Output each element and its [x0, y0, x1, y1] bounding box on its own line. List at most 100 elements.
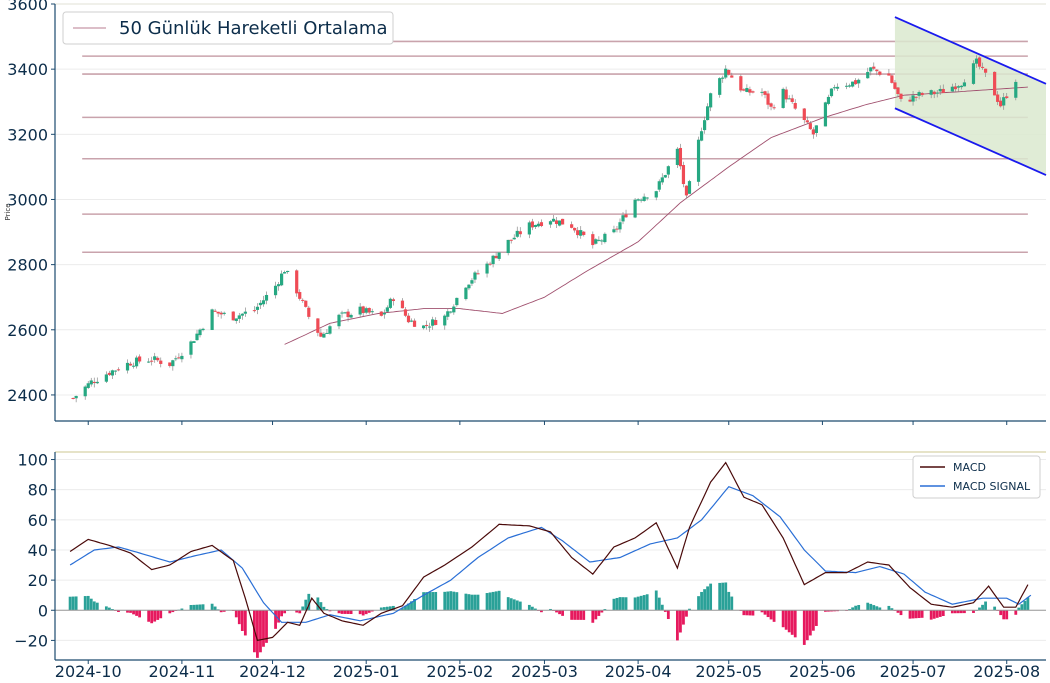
histogram-bar-negative	[769, 610, 773, 620]
candle-up	[621, 215, 625, 222]
candle-down	[899, 93, 903, 99]
candle-down	[518, 231, 522, 235]
histogram-bar-negative	[956, 610, 960, 614]
candle-up	[929, 90, 933, 95]
candle-down	[854, 80, 858, 85]
candle-up	[422, 325, 426, 329]
histogram-bar-negative	[274, 610, 277, 629]
histogram-bar-negative	[147, 610, 151, 622]
histogram-bar-negative	[237, 610, 241, 625]
histogram-bar-positive	[872, 605, 876, 611]
histogram-bar-positive	[388, 606, 392, 611]
histogram-bar-negative	[963, 610, 966, 614]
candle-up	[848, 85, 852, 87]
histogram-bar-positive	[467, 594, 471, 611]
histogram-bar-positive	[488, 592, 492, 611]
histogram-bar-negative	[222, 610, 226, 612]
macd-y-tick-label: 80	[28, 481, 48, 500]
histogram-bar-positive	[624, 597, 628, 611]
candle-up	[699, 131, 704, 141]
candle-up	[255, 306, 260, 310]
histogram-bar-positive	[422, 592, 426, 611]
candle-down	[615, 228, 619, 230]
candle-down	[177, 357, 181, 359]
candle-up	[473, 272, 477, 280]
histogram-bar-positive	[195, 604, 199, 611]
channel-lower-line	[894, 107, 1047, 176]
candle-down	[983, 68, 988, 73]
x-tick-label: 2025-04	[605, 662, 672, 681]
histogram-bar-positive	[639, 595, 643, 611]
histogram-bar-negative	[579, 610, 583, 620]
candle-up	[273, 285, 278, 296]
price-y-tick-label: 2800	[7, 256, 48, 275]
histogram-bar-negative	[150, 610, 154, 624]
candle-up	[74, 395, 78, 399]
histogram-bar-positive	[319, 602, 323, 611]
candle-up	[382, 312, 386, 315]
candle-up	[258, 302, 263, 306]
candle-up	[603, 233, 607, 243]
histogram-bar-negative	[259, 610, 262, 653]
candle-down	[742, 89, 746, 91]
candle-up	[745, 87, 749, 92]
histogram-bar-positive	[621, 597, 625, 611]
x-tick-label: 2025-05	[695, 662, 762, 681]
candle-up	[760, 91, 764, 93]
histogram-bar-positive	[322, 606, 326, 611]
histogram-bar-negative	[298, 610, 302, 614]
candle-up	[364, 308, 368, 313]
histogram-bar-positive	[494, 591, 498, 611]
histogram-bar-positive	[491, 591, 495, 611]
histogram-bar-positive	[1023, 600, 1027, 611]
candle-down	[159, 360, 163, 364]
candle-up	[938, 88, 942, 92]
candle-down	[156, 357, 160, 361]
candle-up	[832, 87, 837, 89]
candle-up	[721, 77, 725, 79]
histogram-bar-positive	[642, 595, 646, 611]
histogram-bar-negative	[941, 610, 945, 617]
histogram-bar-negative	[685, 610, 688, 617]
histogram-bar-positive	[180, 608, 184, 611]
histogram-bar-negative	[219, 610, 223, 613]
candle-down	[150, 360, 154, 362]
histogram-bar-positive	[401, 608, 404, 611]
candle-up	[702, 120, 707, 131]
candle-down	[367, 307, 371, 313]
x-tick-label: 2024-12	[239, 662, 306, 681]
candle-down	[137, 356, 142, 362]
histogram-bar-negative	[953, 610, 957, 614]
histogram-bar-positive	[443, 591, 447, 611]
candle-down	[231, 311, 235, 321]
histogram-bar-negative	[830, 610, 833, 612]
candle-down	[425, 324, 429, 326]
histogram-bar-positive	[107, 607, 111, 611]
histogram-bar-positive	[407, 603, 410, 611]
histogram-bar-positive	[325, 609, 329, 611]
candle-down	[999, 100, 1003, 107]
histogram-bar-negative	[295, 610, 299, 613]
candle-up	[349, 314, 353, 318]
candle-up	[724, 68, 728, 78]
x-tick-label: 2025-02	[426, 662, 493, 681]
candle-up	[358, 306, 362, 315]
histogram-bar-positive	[984, 601, 987, 611]
histogram-bar-positive	[981, 604, 984, 611]
histogram-bar-positive	[307, 593, 311, 611]
price-y-ticks: 2400 2600 2800 3000 3200 3400 3600	[7, 0, 55, 405]
candle-up	[657, 181, 661, 190]
price-legend-box	[62, 11, 394, 45]
candle-down	[878, 71, 882, 75]
histogram-bar-positive	[404, 605, 407, 611]
candle-up	[243, 311, 247, 314]
candle-up	[113, 370, 118, 372]
histogram-bar-negative	[808, 610, 812, 636]
candle-down	[772, 107, 776, 109]
histogram-bar-negative	[781, 610, 785, 628]
histogram-bar-negative	[793, 610, 797, 638]
candle-down	[875, 69, 879, 72]
histogram-bar-negative	[682, 610, 685, 625]
histogram-bar-negative	[367, 610, 371, 613]
histogram-bar-negative	[240, 610, 244, 631]
